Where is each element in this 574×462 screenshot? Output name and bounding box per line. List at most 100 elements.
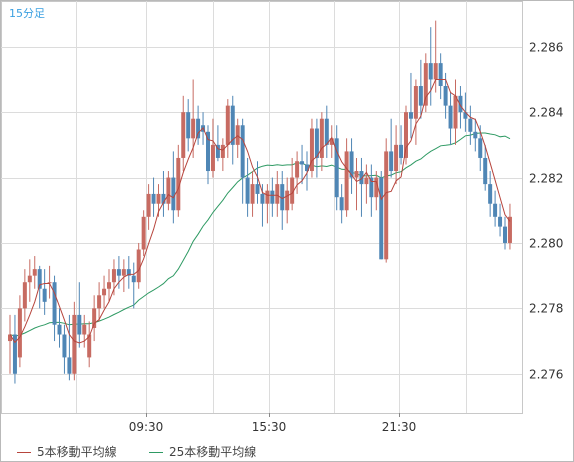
candle-body xyxy=(17,308,22,358)
axes: 2.276 2.278 2.280 2.282 2.284 2.286 09:30 15:30… xyxy=(129,41,564,435)
candle-body xyxy=(42,288,47,302)
candle-body xyxy=(116,269,121,276)
candle-body xyxy=(92,308,97,328)
candle-body xyxy=(478,138,483,158)
candle-body xyxy=(329,138,334,145)
chart-title: 15分足 xyxy=(9,7,45,20)
candle-body xyxy=(280,184,285,211)
legend-item-ma25: 25本移動平均線 xyxy=(149,443,256,460)
candle-body xyxy=(136,249,141,283)
candle-body xyxy=(210,144,215,172)
candle-body xyxy=(483,157,488,185)
candle-body xyxy=(82,324,87,335)
legend-label: 5本移動平均線 xyxy=(37,445,117,459)
candle-body xyxy=(87,334,92,358)
legend-swatch xyxy=(149,452,163,453)
candle-body xyxy=(240,125,245,178)
candle-body xyxy=(176,157,181,211)
ma25-layer xyxy=(9,132,511,337)
candle-body xyxy=(47,282,52,284)
candle-body xyxy=(448,105,453,129)
candle-body xyxy=(161,193,166,204)
candle-body xyxy=(384,151,389,260)
candle-body xyxy=(215,144,220,158)
candle-body xyxy=(250,184,255,204)
candle-body xyxy=(111,269,116,283)
candle-body xyxy=(305,164,309,172)
candle-body xyxy=(453,95,458,129)
candle-body xyxy=(324,118,329,145)
candle-body xyxy=(458,95,463,113)
candle-body xyxy=(230,105,235,145)
candle-body xyxy=(146,193,151,217)
candle-body xyxy=(443,86,448,106)
candle-body xyxy=(394,144,399,172)
candle-body xyxy=(27,275,32,283)
candle-body xyxy=(404,112,408,158)
candle-body xyxy=(369,177,374,198)
x-tick-label: 09:30 xyxy=(129,420,164,434)
candle-body xyxy=(97,295,102,309)
candle-body xyxy=(37,269,42,289)
y-tick-label: 2.284 xyxy=(529,106,563,120)
candle-body xyxy=(488,184,493,204)
legend-item-ma5: 5本移動平均線 xyxy=(17,443,117,460)
candle-body xyxy=(339,197,344,211)
candle-body xyxy=(151,193,156,204)
candle-body xyxy=(77,314,82,335)
candle-body xyxy=(399,144,404,158)
candle-body xyxy=(186,112,191,139)
candle-body xyxy=(22,282,27,309)
grid xyxy=(1,1,523,414)
ma25-line xyxy=(9,132,511,337)
y-tick-label: 2.286 xyxy=(529,41,563,55)
x-tick-label: 15:30 xyxy=(252,420,287,434)
candle-body xyxy=(67,357,72,374)
candle-body xyxy=(245,177,250,204)
candle-body xyxy=(413,86,418,119)
candle-body xyxy=(131,275,136,283)
candlestick-chart: 2.276 2.278 2.280 2.282 2.284 2.286 09:30 15:30… xyxy=(1,1,564,435)
candle-body xyxy=(171,177,176,211)
candle-body xyxy=(8,334,12,342)
candle-body xyxy=(32,269,37,276)
candle-body xyxy=(349,151,354,178)
candle-body xyxy=(418,86,423,106)
legend-label: 25本移動平均線 xyxy=(169,445,257,459)
candle-body xyxy=(72,314,77,374)
candle-body xyxy=(62,334,67,358)
candle-body xyxy=(438,63,443,87)
candle-body xyxy=(314,128,319,158)
candle-body xyxy=(374,177,379,198)
candle-body xyxy=(379,177,384,260)
candle-body xyxy=(196,118,201,139)
candle-body xyxy=(428,63,433,80)
candle-body xyxy=(300,161,305,165)
legend-swatch xyxy=(17,452,31,453)
candle-body xyxy=(275,184,280,204)
candle-body xyxy=(265,190,270,204)
candle-body xyxy=(235,125,240,145)
candle-body xyxy=(191,118,196,139)
candle-body xyxy=(107,282,111,289)
candle-body xyxy=(121,269,126,276)
y-tick-label: 2.282 xyxy=(529,172,563,186)
candle-body xyxy=(423,63,428,106)
candle-body xyxy=(408,112,413,119)
candle-body xyxy=(270,190,275,204)
candle-body xyxy=(473,131,478,139)
candle-body xyxy=(309,128,314,172)
ma5-line xyxy=(9,79,511,344)
candle-body xyxy=(57,324,62,335)
candle-body xyxy=(463,112,468,119)
candle-body xyxy=(433,63,438,80)
candle-body xyxy=(389,151,394,172)
candle-body xyxy=(225,105,230,145)
candle-body xyxy=(166,177,171,204)
y-tick-label: 2.278 xyxy=(529,302,563,316)
candle-body xyxy=(12,334,17,374)
candle-body xyxy=(102,288,107,296)
x-tick-label: 21:30 xyxy=(382,420,417,434)
candle-body xyxy=(359,171,364,185)
